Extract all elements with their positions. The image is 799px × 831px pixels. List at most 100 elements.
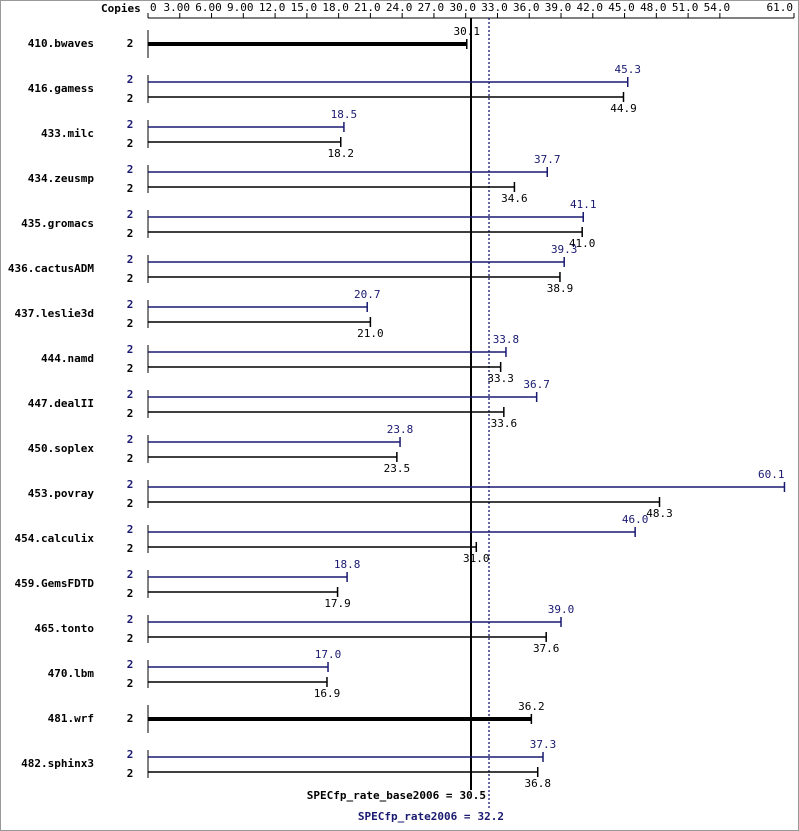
copies-label: 2	[127, 182, 134, 195]
benchmark-label: 437.leslie3d	[15, 307, 94, 320]
copies-header: Copies	[101, 2, 141, 15]
value-label: 30.1	[454, 25, 481, 38]
value-label: 37.7	[534, 153, 561, 166]
value-label: 33.8	[493, 333, 520, 346]
copies-label: 2	[127, 208, 134, 221]
x-tick-label: 0	[150, 1, 157, 14]
copies-label: 2	[127, 712, 134, 725]
copies-label: 2	[127, 542, 134, 555]
x-tick-label: 39.0	[545, 1, 572, 14]
x-tick-label: 45.0	[608, 1, 635, 14]
copies-label: 2	[127, 433, 134, 446]
benchmark-label: 436.cactusADM	[8, 262, 94, 275]
copies-label: 2	[127, 748, 134, 761]
value-label: 36.2	[518, 700, 545, 713]
x-tick-label: 33.0	[481, 1, 508, 14]
benchmark-label: 459.GemsFDTD	[15, 577, 95, 590]
copies-label: 2	[127, 452, 134, 465]
x-tick-label: 36.0	[513, 1, 540, 14]
copies-label: 2	[127, 362, 134, 375]
copies-label: 2	[127, 523, 134, 536]
value-label: 41.0	[569, 237, 596, 250]
x-tick-label: 6.00	[195, 1, 222, 14]
value-label: 17.0	[315, 648, 342, 661]
benchmark-label: 470.lbm	[48, 667, 95, 680]
copies-label: 2	[127, 253, 134, 266]
reference-name: SPECfp_rate2006 =	[358, 810, 471, 823]
benchmark-label: 447.dealII	[28, 397, 94, 410]
copies-label: 2	[127, 343, 134, 356]
copies-label: 2	[127, 407, 134, 420]
value-label: 36.7	[523, 378, 550, 391]
reference-value: 30.5	[460, 789, 487, 802]
x-tick-label: 51.0	[672, 1, 699, 14]
reference-label: SPECfp_rate_base2006 = 30.5	[307, 789, 486, 802]
reference-name: SPECfp_rate_base2006 =	[307, 789, 453, 802]
value-label: 23.8	[387, 423, 414, 436]
value-label: 45.3	[614, 63, 641, 76]
value-label: 31.0	[463, 552, 490, 565]
copies-label: 2	[127, 497, 134, 510]
copies-label: 2	[127, 227, 134, 240]
value-label: 18.2	[327, 147, 354, 160]
benchmark-label: 453.povray	[28, 487, 95, 500]
x-tick-label: 54.0	[704, 1, 731, 14]
copies-label: 2	[127, 632, 134, 645]
x-tick-label: 15.0	[291, 1, 318, 14]
x-tick-label: 12.0	[259, 1, 286, 14]
value-label: 23.5	[384, 462, 411, 475]
copies-label: 2	[127, 587, 134, 600]
copies-label: 2	[127, 478, 134, 491]
benchmark-label: 416.gamess	[28, 82, 94, 95]
copies-label: 2	[127, 388, 134, 401]
x-tick-label: 48.0	[640, 1, 667, 14]
copies-label: 2	[127, 118, 134, 131]
reference-value: 32.2	[478, 810, 505, 823]
copies-label: 2	[127, 73, 134, 86]
value-label: 34.6	[501, 192, 528, 205]
value-label: 38.9	[547, 282, 574, 295]
value-label: 18.8	[334, 558, 361, 571]
benchmark-label: 410.bwaves	[28, 37, 94, 50]
x-tick-label: 61.0	[767, 1, 794, 14]
value-label: 37.6	[533, 642, 560, 655]
copies-label: 2	[127, 163, 134, 176]
benchmark-label: 450.soplex	[28, 442, 95, 455]
benchmark-label: 454.calculix	[15, 532, 95, 545]
copies-label: 2	[127, 613, 134, 626]
value-label: 46.0	[622, 513, 649, 526]
value-label: 39.0	[548, 603, 575, 616]
copies-label: 2	[127, 298, 134, 311]
copies-label: 2	[127, 37, 134, 50]
value-label: 18.5	[331, 108, 358, 121]
benchmark-label: 482.sphinx3	[21, 757, 94, 770]
copies-label: 2	[127, 92, 134, 105]
value-label: 44.9	[610, 102, 637, 115]
x-tick-label: 27.0	[418, 1, 445, 14]
value-label: 20.7	[354, 288, 381, 301]
x-tick-label: 30.0	[449, 1, 476, 14]
x-tick-label: 3.00	[164, 1, 191, 14]
benchmark-label: 444.namd	[41, 352, 94, 365]
x-tick-label: 21.0	[354, 1, 381, 14]
x-tick-label: 18.0	[322, 1, 349, 14]
value-label: 21.0	[357, 327, 384, 340]
copies-label: 2	[127, 658, 134, 671]
value-label: 48.3	[646, 507, 673, 520]
benchmark-label: 435.gromacs	[21, 217, 94, 230]
value-label: 60.1	[758, 468, 785, 481]
benchmark-label: 433.milc	[41, 127, 94, 140]
value-label: 17.9	[324, 597, 351, 610]
copies-label: 2	[127, 767, 134, 780]
value-label: 37.3	[530, 738, 557, 751]
benchmark-label: 465.tonto	[34, 622, 94, 635]
value-label: 16.9	[314, 687, 341, 700]
benchmark-label: 434.zeusmp	[28, 172, 95, 185]
value-label: 36.8	[524, 777, 551, 790]
copies-label: 2	[127, 568, 134, 581]
value-label: 41.1	[570, 198, 597, 211]
x-tick-label: 9.00	[227, 1, 254, 14]
